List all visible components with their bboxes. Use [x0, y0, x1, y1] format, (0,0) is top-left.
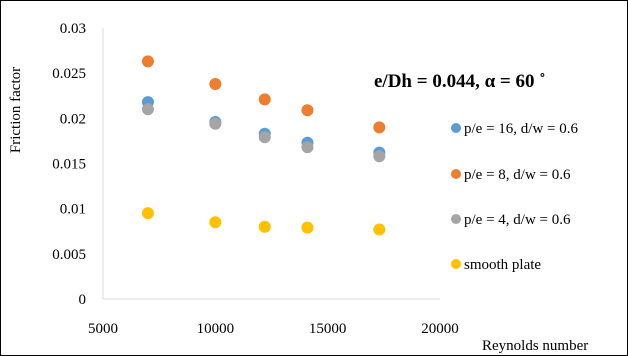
y-axis-title: Friction factor [8, 67, 24, 153]
tick-labels: 0 0.005 0.01 0.015 0.02 0.025 0.03 5000 10000 150… [52, 21, 459, 337]
data-point [258, 220, 271, 233]
axes [102, 28, 440, 300]
x-tick-label: 10000 [197, 321, 235, 337]
x-tick-label: 15000 [309, 321, 347, 337]
legend-marker [451, 214, 461, 224]
series-4 [141, 207, 386, 236]
series-2 [141, 55, 386, 134]
data-point [141, 103, 154, 116]
x-tick-label: 20000 [421, 321, 459, 337]
data-point [373, 223, 386, 236]
y-tick-label: 0.025 [52, 66, 86, 82]
y-tick-label: 0.02 [60, 111, 86, 127]
data-point [209, 117, 222, 130]
y-tick-label: 0.01 [60, 202, 86, 218]
data-point [373, 121, 386, 134]
legend-label: smooth plate [464, 257, 541, 273]
legend-marker [451, 169, 461, 179]
legend-marker [451, 123, 461, 133]
y-tick-label: 0.015 [52, 157, 86, 173]
x-tick-label: 5000 [88, 321, 118, 337]
data-point [258, 131, 271, 144]
y-tick-label: 0.03 [60, 21, 86, 37]
series-1 [141, 96, 386, 159]
data-point [373, 150, 386, 163]
legend: p/e = 16, d/w = 0.6 p/e = 8, d/w = 0.6 p/e… [451, 121, 578, 273]
series-3 [141, 103, 386, 163]
data-point [301, 141, 314, 154]
legend-label: p/e = 16, d/w = 0.6 [464, 121, 578, 137]
data-point [301, 221, 314, 234]
data-point [141, 55, 154, 68]
y-tick-label: 0.005 [52, 247, 86, 263]
data-point [141, 207, 154, 220]
data-point [258, 93, 271, 106]
data-point [209, 78, 222, 91]
chart-annotation: e/Dh = 0.044, α = 60 ˚ [374, 71, 546, 92]
y-tick-label: 0 [79, 292, 87, 308]
x-axis-title: Reynolds number [482, 338, 588, 354]
legend-label: p/e = 8, d/w = 0.6 [464, 167, 571, 183]
legend-marker [451, 259, 461, 269]
data-point [209, 216, 222, 229]
data-points [141, 55, 386, 236]
data-point [301, 104, 314, 117]
legend-label: p/e = 4, d/w = 0.6 [464, 212, 571, 228]
